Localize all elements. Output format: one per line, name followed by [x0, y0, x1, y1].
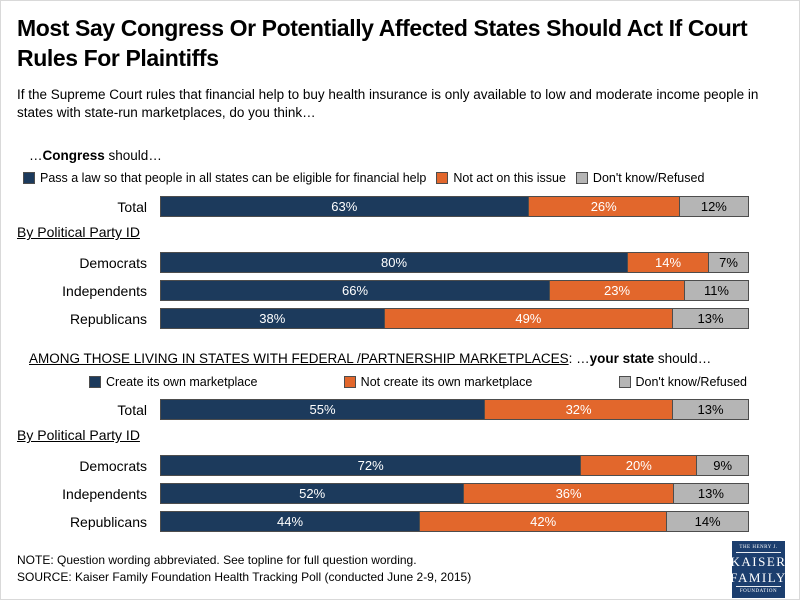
heading-run: your state [589, 351, 655, 367]
legend-label: Not act on this issue [453, 171, 566, 186]
bar-segment: 42% [419, 511, 668, 533]
bar-segment: 52% [160, 483, 465, 505]
bar-segment: 80% [160, 252, 629, 274]
bar-row-independents: Independents 66% 23% 11% [1, 280, 799, 302]
legend-label: Not create its own marketplace [360, 375, 533, 390]
footer-notes: NOTE: Question wording abbreviated. See … [17, 552, 471, 586]
legend-item: Pass a law so that people in all states … [23, 171, 426, 185]
bar-segment: 26% [527, 196, 680, 218]
legend-item: Create its own marketplace [89, 375, 257, 389]
stacked-bar: 44% 42% 14% [160, 511, 751, 533]
stacked-bar: 63% 26% 12% [160, 196, 751, 218]
legend-label: Pass a law so that people in all states … [40, 171, 427, 186]
legend-state: Create its own marketplace Not create its… [89, 375, 747, 389]
bar-chart-state: Total 55% 32% 13% By Political Party ID Democ… [1, 399, 799, 533]
row-label: Independents [62, 485, 147, 502]
row-label: Republicans [69, 513, 147, 530]
stacked-bar: 55% 32% 13% [160, 399, 751, 421]
stacked-bar: 52% 36% 13% [160, 483, 751, 505]
heading-run: : … [568, 351, 590, 367]
legend-swatch-icon [436, 172, 449, 185]
heading-run: AMONG THOSE LIVING IN STATES WITH FEDERA… [29, 351, 569, 367]
heading-run: Congress [42, 148, 105, 164]
bar-row-democrats: Democrats 80% 14% 7% [1, 252, 799, 274]
note-line: NOTE: Question wording abbreviated. See … [17, 553, 417, 567]
logo-line-foundation: FOUNDATION [736, 586, 781, 596]
stacked-bar: 38% 49% 13% [160, 308, 751, 330]
bar-row-republicans: Republicans 38% 49% 13% [1, 308, 799, 330]
row-label: Democrats [79, 254, 147, 271]
row-label: Independents [62, 282, 147, 299]
logo-line-kaiser: KAISER [730, 553, 787, 569]
legend-swatch-icon [618, 376, 631, 389]
legend-swatch-icon [89, 376, 101, 389]
bar-segment: 23% [549, 280, 685, 302]
bar-segment: 7% [708, 252, 749, 274]
legend-swatch-icon [23, 172, 35, 185]
legend-congress: Pass a law so that people in all states … [23, 171, 789, 185]
bar-segment: 44% [160, 511, 421, 533]
bar-segment: 12% [678, 196, 749, 218]
bar-segment: 36% [463, 483, 674, 505]
bar-segment: 13% [672, 483, 749, 505]
legend-swatch-icon [575, 172, 588, 185]
legend-item: Don't know/Refused [618, 375, 747, 390]
question-intro: If the Supreme Court rules that financia… [17, 86, 759, 121]
bar-segment: 63% [160, 196, 529, 218]
bar-segment: 72% [160, 455, 582, 477]
chart-section-congress: …Congress should… Pass a law so that peo… [1, 148, 799, 330]
bar-row-democrats: Democrats 72% 20% 9% [1, 455, 799, 477]
source-line: SOURCE: Kaiser Family Foundation Health … [17, 569, 472, 584]
row-label: Total [117, 198, 147, 215]
bar-segment: 13% [672, 308, 749, 330]
chart-section-state: AMONG THOSE LIVING IN STATES WITH FEDERA… [1, 351, 799, 533]
bar-segment: 14% [627, 252, 710, 274]
legend-swatch-icon [343, 376, 356, 389]
bar-segment: 11% [683, 280, 749, 302]
legend-item: Not act on this issue [436, 171, 566, 185]
bar-segment: 14% [666, 511, 749, 533]
bar-segment: 13% [672, 399, 749, 421]
bar-row-independents: Independents 52% 36% 13% [1, 483, 799, 505]
section-heading-congress: …Congress should… [29, 148, 783, 163]
section-heading-state: AMONG THOSE LIVING IN STATES WITH FEDERA… [29, 351, 783, 366]
stacked-bar: 72% 20% 9% [160, 455, 751, 477]
stacked-bar: 80% 14% 7% [160, 252, 751, 274]
heading-run: should… [654, 351, 712, 367]
bar-row-total: Total 55% 32% 13% [1, 399, 799, 421]
kaiser-family-foundation-logo: THE HENRY J. KAISER FAMILY FOUNDATION [730, 541, 787, 598]
bar-segment: 9% [696, 455, 749, 477]
group-heading: By Political Party ID [17, 427, 140, 444]
bar-segment: 66% [160, 280, 551, 302]
stacked-bar: 66% 23% 11% [160, 280, 751, 302]
heading-run: should… [104, 148, 162, 164]
row-label: Total [117, 401, 147, 418]
heading-run: … [29, 148, 43, 164]
row-label: Democrats [79, 457, 147, 474]
page-title: Most Say Congress Or Potentially Affecte… [17, 15, 748, 71]
legend-label: Create its own marketplace [106, 375, 258, 390]
bar-segment: 32% [484, 399, 674, 421]
logo-line-henry: THE HENRY J. [736, 543, 781, 553]
legend-label: Don't know/Refused [635, 375, 747, 390]
group-heading: By Political Party ID [17, 224, 140, 241]
bar-row-republicans: Republicans 44% 42% 14% [1, 511, 799, 533]
legend-item: Not create its own marketplace [343, 375, 533, 390]
row-label: Republicans [69, 310, 147, 327]
legend-item: Don't know/Refused [575, 171, 705, 186]
bar-chart-congress: Total 63% 26% 12% By Political Party ID Democ… [1, 196, 799, 330]
logo-line-family: FAMILY [730, 569, 787, 585]
bar-segment: 55% [160, 399, 486, 421]
bar-segment: 49% [383, 308, 674, 330]
legend-label: Don't know/Refused [592, 171, 705, 186]
bar-segment: 20% [580, 455, 698, 477]
bar-segment: 38% [160, 308, 385, 330]
bar-row-total: Total 63% 26% 12% [1, 196, 799, 218]
